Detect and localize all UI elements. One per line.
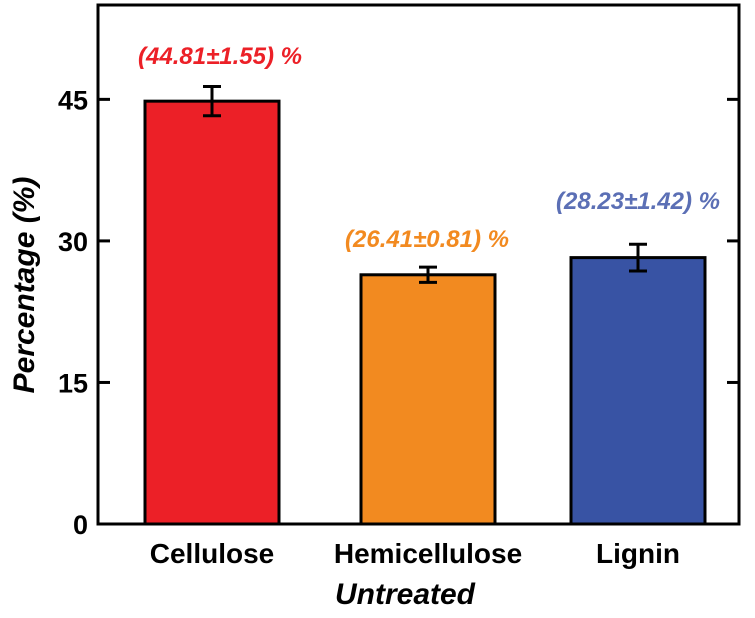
plot-frame — [96, 3, 741, 526]
x-tick-label-hemicellulose: Hemicellulose — [334, 538, 522, 569]
bar-cellulose — [143, 99, 281, 526]
bar-lignin — [569, 256, 707, 526]
data-label-cellulose: (44.81±1.55) % — [138, 43, 302, 70]
error-bar-cellulose — [203, 85, 221, 118]
y-tick-label-45: 45 — [58, 85, 88, 115]
error-bar-hemicellulose — [419, 265, 437, 284]
data-label-hemicellulose: (26.41±0.81) % — [345, 226, 509, 253]
x-axis-title: Untreated — [335, 578, 476, 611]
bar-hemicellulose — [359, 273, 497, 526]
x-tick-label-lignin: Lignin — [596, 538, 680, 569]
y-tick-label-0: 0 — [73, 510, 88, 540]
data-label-lignin: (28.23±1.42) % — [556, 188, 720, 215]
y-tick-label-30: 30 — [58, 227, 88, 257]
error-bar-lignin — [629, 242, 647, 273]
x-tick-label-cellulose: Cellulose — [150, 538, 274, 569]
y-axis-title: Percentage (%) — [8, 177, 41, 394]
y-tick-label-15: 15 — [58, 368, 88, 398]
